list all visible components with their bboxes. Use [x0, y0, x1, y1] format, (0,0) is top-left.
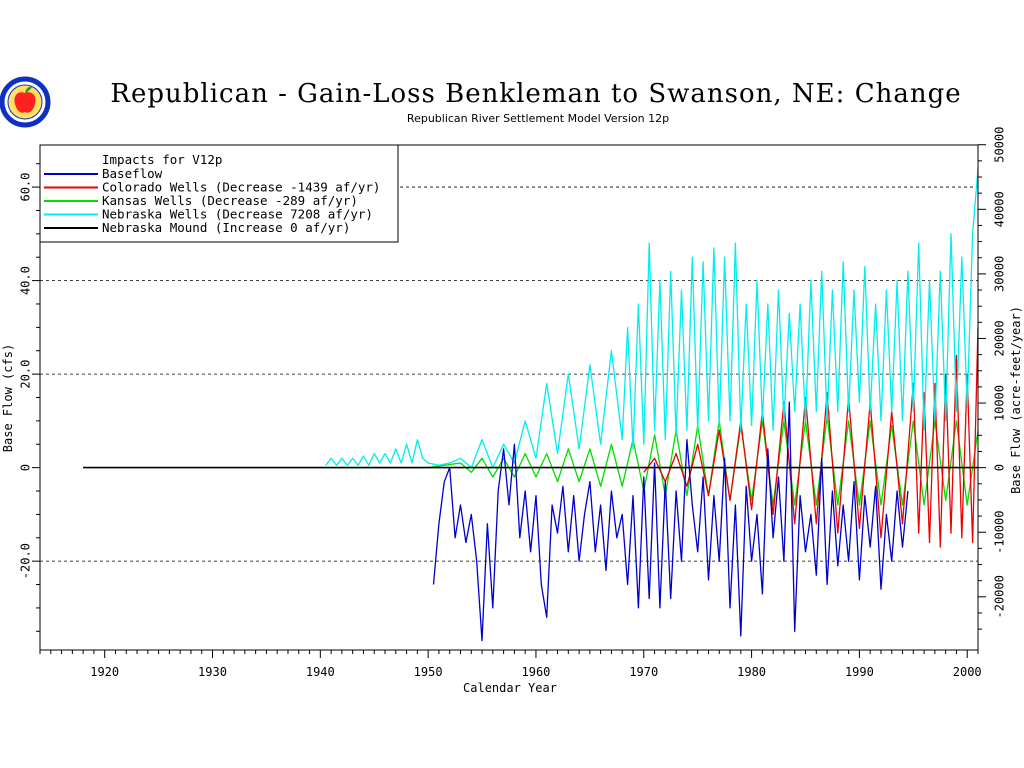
- y-right-tick-label: 20000: [993, 320, 1007, 356]
- y-left-tick-label: 60.0: [19, 173, 33, 202]
- x-tick-label: 1950: [414, 665, 443, 679]
- y-left-tick-label: -20.0: [19, 543, 33, 579]
- x-tick-label: 1970: [629, 665, 658, 679]
- chart-title: Republican - Gain-Loss Benkleman to Swan…: [110, 79, 961, 109]
- legend-label-2: Kansas Wells (Decrease -289 af/yr): [102, 193, 358, 208]
- y-right-axis-label: Base Flow (acre-feet/year): [1009, 306, 1023, 494]
- y-right-tick-label: 50000: [993, 127, 1007, 163]
- state-seal-logo: [0, 76, 51, 128]
- y-left-tick-label: 20.0: [19, 360, 33, 389]
- x-tick-label: 1920: [90, 665, 119, 679]
- y-left-axis-ticks: -20.0 0 20.0 40.0 60.0: [19, 163, 40, 632]
- y-right-tick-label: 0: [993, 464, 1007, 471]
- legend-label-0: Baseflow: [102, 166, 163, 181]
- y-left-tick-label: 40.0: [19, 266, 33, 295]
- y-right-tick-label: -20000: [993, 575, 1007, 618]
- series-line-0: [432, 401, 909, 642]
- chart-subtitle: Republican River Settlement Model Versio…: [407, 112, 669, 125]
- x-axis-ticks: 1920 1930 1940 1950 1960 1970 1980 1990 2000: [39, 650, 982, 679]
- y-right-tick-label: 40000: [993, 191, 1007, 227]
- y-right-tick-label: 10000: [993, 385, 1007, 421]
- y-left-tick-label: 0: [19, 464, 33, 471]
- x-tick-label: 1930: [198, 665, 227, 679]
- x-tick-label: 1990: [845, 665, 874, 679]
- x-tick-label: 1980: [737, 665, 766, 679]
- x-axis-label: Calendar Year: [463, 681, 557, 695]
- legend-box: [39, 144, 399, 243]
- x-tick-label: 1960: [522, 665, 551, 679]
- legend-label-4: Nebraska Mound (Increase 0 af/yr): [102, 220, 350, 235]
- y-left-axis-label: Base Flow (cfs): [1, 344, 15, 452]
- y-right-tick-label: 30000: [993, 256, 1007, 292]
- legend-label-1: Colorado Wells (Decrease -1439 af/yr): [102, 180, 380, 195]
- legend-label-3: Nebraska Wells (Decrease 7208 af/yr): [102, 207, 373, 222]
- y-right-tick-label: -10000: [993, 511, 1007, 554]
- y-right-axis-ticks: -20000 -10000 0 10000 20000 30000 40000 50000: [978, 127, 1007, 630]
- series-line-3: [325, 168, 979, 469]
- series-lines: [83, 168, 979, 642]
- x-tick-label: 1940: [306, 665, 335, 679]
- series-line-2: [320, 415, 979, 506]
- x-tick-label: 2000: [953, 665, 982, 679]
- legend-header: Impacts for V12p: [102, 152, 222, 167]
